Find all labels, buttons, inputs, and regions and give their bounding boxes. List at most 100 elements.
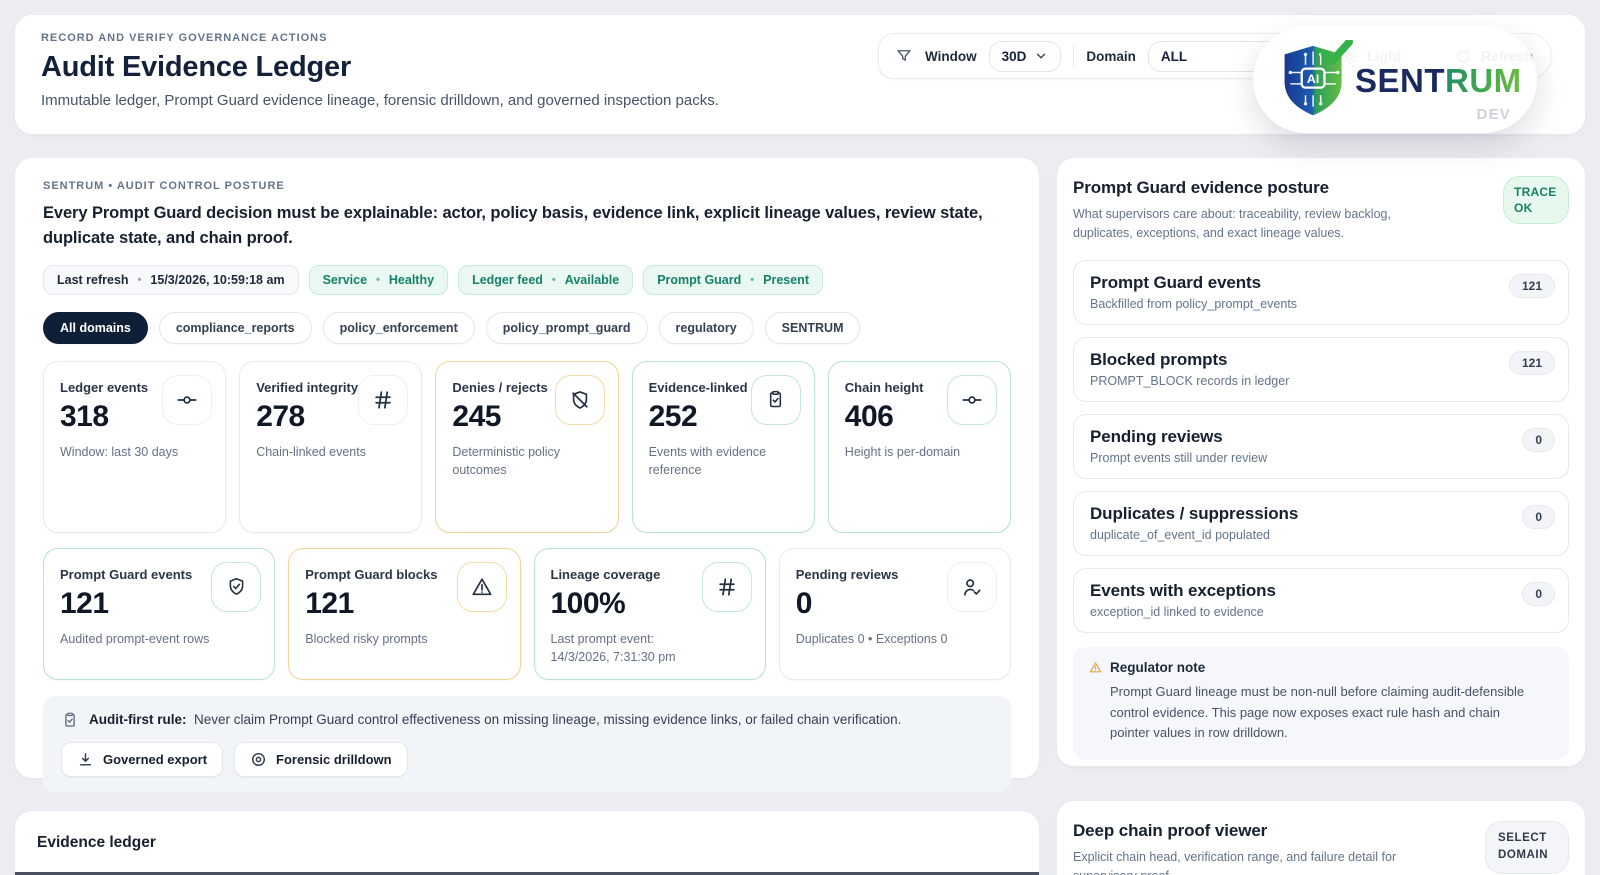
metric-subtext: Window: last 30 days — [60, 445, 179, 460]
metric-subtext: Audited prompt-event rows — [60, 632, 210, 647]
status-badge-label: Last refresh — [57, 272, 129, 287]
stat-count-badge: 0 — [1522, 581, 1555, 606]
metric-label: Pending reviews — [795, 566, 899, 582]
deep-chain-proof-panel: Deep chain proof viewer Explicit chain h… — [1056, 800, 1586, 875]
domain-filter-pill[interactable]: policy_enforcement — [322, 311, 475, 344]
domain-filter-pill[interactable]: SENTRUM — [764, 311, 861, 344]
domain-filter-row: All domains compliance_reports policy_enfo… — [43, 311, 1011, 344]
posture-stat-list: Prompt Guard events Backfilled from poli… — [1073, 259, 1569, 633]
stat-item-subtext: duplicate_of_event_id populated — [1090, 527, 1271, 542]
metric-value: 245 — [452, 400, 501, 434]
window-label: Window — [925, 48, 977, 64]
posture-stat-item: Blocked prompts PROMPT_BLOCK records in … — [1073, 336, 1569, 402]
stat-item-subtext: Backfilled from policy_prompt_events — [1090, 296, 1298, 311]
metrics-row-1: Ledger events 318 Window: last 30 days V… — [43, 360, 1011, 533]
header-eyebrow: RECORD AND VERIFY GOVERNANCE ACTIONS — [41, 32, 328, 44]
stat-item-title: Events with exceptions — [1090, 580, 1276, 600]
chain-viewer-title: Deep chain proof viewer — [1073, 821, 1268, 840]
status-badge-value: Available — [564, 272, 620, 287]
metric-label: Evidence-linked — [648, 379, 748, 395]
evidence-ledger-panel: Evidence ledger — [14, 810, 1040, 875]
status-badge: Ledger feed • Available — [458, 264, 634, 295]
sentrum-logo: AI SENTRUM DEV — [1253, 26, 1537, 133]
sidebar-title: Prompt Guard evidence posture — [1073, 178, 1329, 197]
metric-value: 0 — [795, 587, 813, 621]
badge-separator: • — [376, 273, 380, 286]
stat-item-subtext: Prompt events still under review — [1090, 450, 1268, 465]
status-badge: Service • Healthy — [308, 264, 449, 295]
funnel-icon — [895, 47, 913, 65]
hash-icon — [701, 561, 752, 612]
badge-separator: • — [551, 273, 556, 286]
action-button[interactable]: Forensic drilldown — [234, 741, 408, 777]
posture-headline: Every Prompt Guard decision must be expl… — [43, 204, 983, 247]
ledger-table-header-band — [15, 872, 1039, 875]
metrics-row-2: Prompt Guard events 121 Audited prompt-e… — [43, 547, 1011, 680]
scan-icon — [250, 751, 267, 768]
domain-filter-pill[interactable]: regulatory — [658, 311, 754, 344]
audit-first-rule-note: Audit-first rule: Never claim Prompt Gua… — [43, 695, 1011, 792]
status-badge: Last refresh • 15/3/2026, 10:59:18 am — [43, 264, 299, 295]
metric-label: Lineage coverage — [550, 566, 661, 582]
toolbar-divider — [1073, 44, 1075, 68]
sentrum-shield-ai-icon: AI — [1284, 40, 1353, 116]
metric-label: Ledger events — [60, 379, 149, 395]
domain-filter-pill[interactable]: compliance_reports — [158, 311, 312, 344]
posture-stat-item: Duplicates / suppressions duplicate_of_e… — [1073, 490, 1569, 556]
status-badge-value: 15/3/2026, 10:59:18 am — [150, 272, 285, 287]
metric-subtext: Height is per-domain — [844, 445, 961, 460]
stat-item-subtext: exception_id linked to evidence — [1090, 604, 1264, 619]
window-select[interactable]: 30D — [988, 40, 1062, 72]
posture-stat-item: Events with exceptions exception_id link… — [1073, 567, 1569, 633]
metric-label: Prompt Guard events — [60, 566, 193, 582]
metric-value: 121 — [305, 587, 354, 621]
metric-value: 406 — [844, 400, 894, 434]
domain-label: Domain — [1086, 48, 1136, 64]
metric-value: 121 — [60, 587, 109, 621]
metric-card: Prompt Guard events 121 Audited prompt-e… — [43, 547, 276, 680]
posture-stat-item: Pending reviews Prompt events still unde… — [1073, 413, 1569, 479]
regulator-note-title: Regulator note — [1110, 659, 1206, 675]
svg-text:AI: AI — [1307, 72, 1319, 86]
metric-subtext: Last prompt event: 14/3/2026, 7:31:30 pm — [550, 632, 676, 665]
warning-triangle-icon — [1089, 661, 1102, 674]
download-icon — [77, 751, 94, 768]
regulator-note-text: Prompt Guard lineage must be non-null be… — [1110, 683, 1525, 741]
env-badge: DEV — [1476, 106, 1511, 123]
shield-slash-icon — [554, 374, 605, 425]
metric-value: 100% — [550, 587, 626, 621]
rule-label: Audit-first rule: — [89, 712, 187, 727]
status-badge-value: Present — [763, 272, 809, 287]
metric-subtext: Duplicates 0 • Exceptions 0 — [795, 632, 948, 647]
rule-text: Never claim Prompt Guard control effecti… — [194, 712, 902, 727]
metric-card: Verified integrity 278 Chain-linked even… — [239, 360, 423, 533]
action-button[interactable]: Governed export — [61, 741, 224, 777]
git-commit-icon — [946, 374, 997, 425]
stat-count-badge: 0 — [1522, 427, 1555, 452]
status-badge-row: Last refresh • 15/3/2026, 10:59:18 am Se… — [43, 264, 1011, 295]
domain-filter-pill[interactable]: policy_prompt_guard — [485, 311, 648, 344]
metric-value: 252 — [648, 400, 698, 434]
metric-card: Lineage coverage 100% Last prompt event:… — [533, 547, 766, 680]
domain-filter-pill[interactable]: All domains — [43, 311, 148, 344]
stat-count-badge: 121 — [1508, 350, 1555, 375]
metric-subtext: Blocked risky prompts — [305, 632, 428, 647]
stat-item-title: Pending reviews — [1090, 426, 1223, 446]
posture-stat-item: Prompt Guard events Backfilled from poli… — [1073, 259, 1569, 325]
stat-item-subtext: PROMPT_BLOCK records in ledger — [1090, 373, 1290, 388]
sidebar-description: What supervisors care about: traceabilit… — [1073, 207, 1391, 241]
action-button-label: Governed export — [103, 751, 208, 767]
prompt-guard-posture-panel: Prompt Guard evidence posture What super… — [1056, 157, 1586, 767]
metric-subtext: Chain-linked events — [256, 445, 366, 460]
regulator-note: Regulator note Prompt Guard lineage must… — [1073, 646, 1569, 761]
audit-control-posture-panel: SENTRUM • AUDIT CONTROL POSTURE Every Pr… — [14, 157, 1040, 792]
sentrum-wordmark: SENTRUM — [1355, 62, 1522, 99]
metric-card: Pending reviews 0 Duplicates 0 • Excepti… — [778, 547, 1011, 680]
metric-label: Prompt Guard blocks — [305, 566, 438, 582]
stat-count-badge: 121 — [1508, 273, 1555, 298]
shield-check-icon — [211, 561, 262, 612]
metric-card: Prompt Guard blocks 121 Blocked risky pr… — [288, 547, 521, 680]
stat-item-title: Blocked prompts — [1090, 349, 1228, 369]
metric-label: Chain height — [844, 379, 924, 395]
page-subtitle: Immutable ledger, Prompt Guard evidence … — [41, 92, 719, 109]
